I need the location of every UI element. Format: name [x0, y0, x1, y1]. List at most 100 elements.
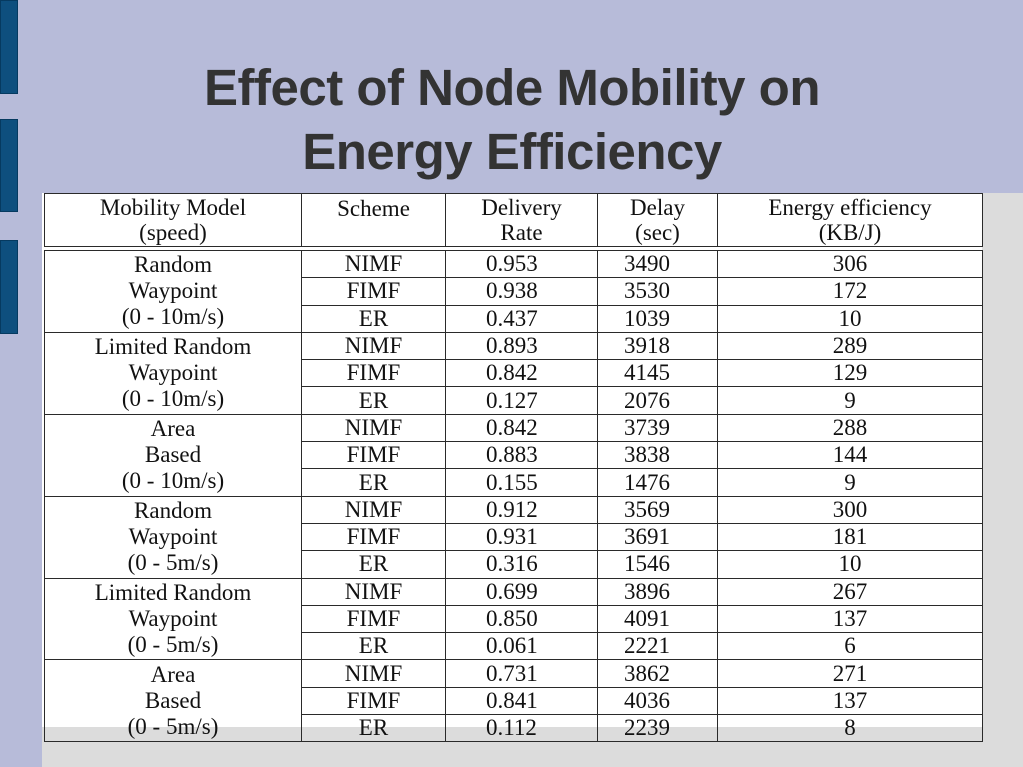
delay-cell: 2076	[597, 386, 718, 415]
header-text: Mobility Model	[99, 195, 247, 220]
header-scheme: Scheme	[301, 193, 446, 247]
energy-efficiency-cell: 6	[717, 632, 983, 661]
header-text: Delay	[630, 195, 685, 220]
scheme-cell: ER	[301, 714, 446, 743]
delivery-rate-cell: 0.112	[445, 714, 598, 743]
scheme-cell: ER	[301, 386, 446, 415]
mobility-model-text: (0 - 5m/s)	[127, 550, 219, 576]
table-row: ER 0.155 1476 9	[45, 468, 983, 497]
header-text: (speed)	[139, 220, 207, 245]
mobility-model-text: Area	[150, 416, 196, 442]
delivery-rate-cell: 0.155	[445, 468, 598, 497]
decorative-side-bar	[0, 0, 18, 94]
table-row: Area Based (0 - 10m/s) NIMF 0.842 3739 288	[44, 413, 983, 497]
delivery-rate-cell: 0.938	[445, 277, 598, 306]
table-row: ER 0.112 2239 8	[45, 714, 983, 743]
delay-cell: 3569	[597, 495, 718, 524]
table-row: FIMF 0.841 4036 137	[45, 686, 983, 716]
mobility-model-text: (0 - 10m/s)	[121, 386, 225, 412]
table-row: ER 0.061 2221 6	[45, 632, 983, 661]
delivery-rate-cell: 0.850	[445, 604, 598, 634]
scheme-cell: FIMF	[301, 359, 446, 388]
mobility-model-text: Waypoint	[128, 524, 218, 550]
table-row: ER 0.437 1039 10	[45, 304, 983, 333]
table-row: Area Based (0 - 5m/s) NIMF 0.731 3862 271	[44, 659, 983, 743]
mobility-model-text: Based	[144, 687, 202, 713]
mobility-model-text: (0 - 10m/s)	[121, 468, 225, 494]
energy-efficiency-cell: 137	[717, 604, 983, 634]
mobility-model-text: (0 - 5m/s)	[127, 713, 219, 739]
energy-efficiency-cell: 10	[717, 304, 983, 333]
scheme-cell: ER	[301, 468, 446, 497]
delivery-rate-cell: 0.842	[445, 359, 598, 388]
mobility-model-text: (0 - 10m/s)	[121, 304, 225, 330]
mobility-model-text: Random	[134, 498, 212, 524]
scheme-cell: NIMF	[301, 577, 446, 606]
scheme-cell: ER	[301, 550, 446, 579]
header-text: Scheme	[337, 196, 410, 221]
header-text: Rate	[500, 220, 543, 245]
results-table-card: Mobility Model (speed) Scheme Delivery R…	[42, 193, 983, 743]
mobility-model-text: (0 - 5m/s)	[127, 632, 219, 657]
delivery-rate-cell: 0.893	[445, 331, 598, 361]
delay-cell: 3530	[597, 277, 718, 306]
table-row: Random Waypoint (0 - 10m/s) NIMF 0.953 3490 30…	[44, 249, 983, 333]
energy-efficiency-cell: 9	[717, 386, 983, 415]
delivery-rate-cell: 0.316	[445, 550, 598, 579]
table-row: Random Waypoint (0 - 5m/s) NIMF 0.912 3569 300	[44, 495, 983, 579]
scheme-cell: NIMF	[301, 331, 446, 361]
header-mobility-model: Mobility Model (speed)	[44, 193, 302, 247]
energy-efficiency-cell: 129	[717, 359, 983, 388]
delay-cell: 3739	[597, 413, 718, 443]
delay-cell: 2239	[597, 714, 718, 743]
delay-cell: 2221	[597, 632, 718, 661]
results-table-rows: Random Waypoint (0 - 10m/s) NIMF 0.953 3490 30…	[44, 249, 983, 743]
slide-title: Effect of Node Mobility on Energy Effici…	[42, 56, 982, 184]
delay-cell: 3918	[597, 331, 718, 361]
header-delivery-rate: Delivery Rate	[445, 193, 598, 247]
energy-efficiency-cell: 288	[717, 413, 983, 443]
delay-cell: 3691	[597, 522, 718, 552]
table-row: FIMF 0.938 3530 172	[45, 277, 983, 306]
delivery-rate-cell: 0.127	[445, 386, 598, 415]
energy-efficiency-cell: 271	[717, 659, 983, 688]
energy-efficiency-cell: 267	[717, 577, 983, 606]
mobility-model-text: Waypoint	[128, 360, 218, 386]
delay-cell: 3490	[597, 249, 718, 279]
energy-efficiency-cell: 289	[717, 331, 983, 361]
energy-efficiency-cell: 300	[717, 495, 983, 524]
table-row: ER 0.127 2076 9	[45, 386, 983, 415]
delivery-rate-cell: 0.912	[445, 495, 598, 524]
header-text: (sec)	[635, 220, 680, 245]
header-text: Energy efficiency	[768, 195, 932, 220]
energy-efficiency-cell: 9	[717, 468, 983, 497]
table-row: FIMF 0.850 4091 137	[45, 604, 983, 634]
mobility-model-cell: Limited Random Waypoint (0 - 5m/s)	[44, 577, 302, 661]
mobility-model-text: Based	[144, 442, 202, 468]
table-row: FIMF 0.931 3691 181	[45, 522, 983, 552]
scheme-cell: NIMF	[301, 413, 446, 443]
energy-efficiency-cell: 172	[717, 277, 983, 306]
mobility-model-cell: Area Based (0 - 5m/s)	[44, 659, 302, 743]
mobility-model-text: Waypoint	[128, 606, 218, 631]
scheme-cell: FIMF	[301, 686, 446, 716]
mobility-model-text: Random	[134, 252, 212, 278]
mobility-model-cell: Limited Random Waypoint (0 - 10m/s)	[44, 331, 302, 415]
scheme-cell: NIMF	[301, 495, 446, 524]
mobility-model-text: Limited Random	[94, 580, 252, 605]
scheme-cell: FIMF	[301, 604, 446, 634]
delay-cell: 1546	[597, 550, 718, 579]
mobility-model-text: Limited Random	[94, 334, 252, 360]
scheme-cell: ER	[301, 304, 446, 333]
energy-efficiency-cell: 10	[717, 550, 983, 579]
delivery-rate-cell: 0.931	[445, 522, 598, 552]
delivery-rate-cell: 0.842	[445, 413, 598, 443]
scheme-cell: NIMF	[301, 249, 446, 279]
delivery-rate-cell: 0.061	[445, 632, 598, 661]
scheme-cell: FIMF	[301, 522, 446, 552]
mobility-model-cell: Random Waypoint (0 - 5m/s)	[44, 495, 302, 579]
slide-title-line: Energy Efficiency	[302, 123, 722, 180]
scheme-cell: FIMF	[301, 441, 446, 470]
energy-efficiency-cell: 181	[717, 522, 983, 552]
delay-cell: 4036	[597, 686, 718, 716]
